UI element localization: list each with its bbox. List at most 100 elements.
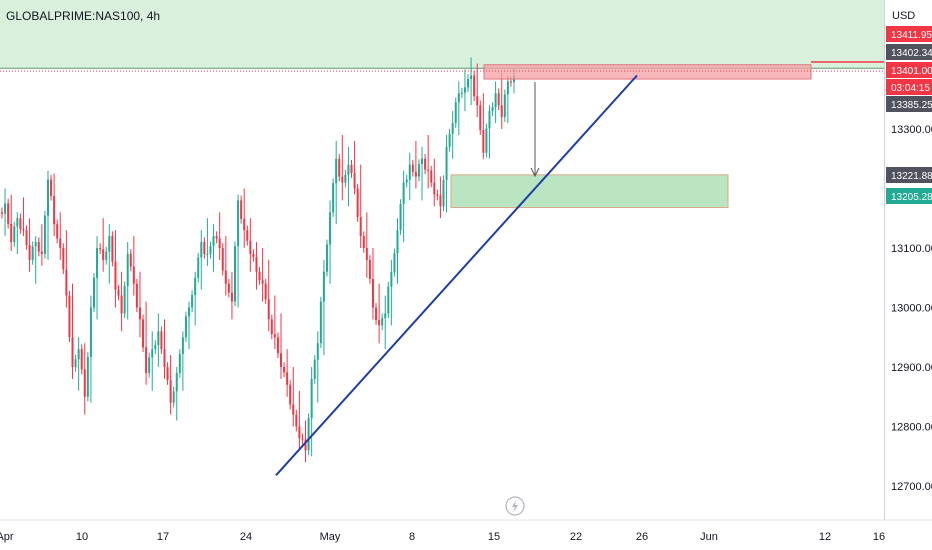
candle-body [240, 200, 243, 219]
candle-body [120, 295, 123, 314]
candle-body [283, 367, 286, 373]
candle-body [163, 349, 166, 367]
candle-body [270, 319, 273, 335]
price-tag: 03:04:15 [886, 79, 932, 95]
candle-body [77, 349, 80, 360]
candle-body [335, 158, 338, 184]
time-axis[interactable]: Apr 10 17 24 May 8 15 22 26 Jun 12 16 [0, 519, 932, 543]
price-tag-bg [886, 96, 932, 112]
price-tick-label: 13100.00 [891, 243, 932, 255]
candle-body [273, 334, 276, 338]
price-tag-bg [886, 44, 932, 60]
candle-body [59, 238, 62, 248]
candle-body [221, 248, 224, 271]
candle-body [332, 183, 335, 213]
candle-body [102, 249, 105, 260]
candle-body [71, 337, 74, 367]
candle-body [148, 357, 151, 373]
price-tag-bg [886, 26, 932, 42]
candle-body [96, 248, 99, 278]
price-tick-label: 12700.00 [891, 481, 932, 493]
candle-body [338, 158, 341, 177]
candle-body [258, 271, 261, 281]
candle-body [132, 266, 135, 284]
price-tag-bg [886, 188, 932, 204]
candle-body [411, 164, 414, 172]
supply-zone[interactable] [483, 64, 812, 80]
candle-body [427, 169, 430, 171]
currency-label: USD [892, 10, 916, 22]
candle-body [365, 248, 368, 260]
candle-body [298, 426, 301, 439]
symbol-title: GLOBALPRIME:NAS100, 4h [6, 9, 161, 23]
candle-body [175, 372, 178, 392]
price-tag-label: 13411.95 [891, 30, 932, 41]
candle-body [463, 87, 466, 93]
candle-body [74, 359, 77, 367]
candle-body [396, 230, 399, 254]
candle-body [7, 203, 10, 224]
candle-body [227, 283, 230, 293]
candle-body [145, 347, 148, 373]
trendline[interactable] [275, 74, 638, 476]
candle-body [151, 349, 154, 358]
price-tag: 13205.28 [886, 188, 932, 204]
candle-body [37, 242, 40, 252]
candle-body [417, 164, 420, 177]
candle-body [329, 212, 332, 245]
candle-body [123, 286, 126, 314]
candle-body [470, 75, 473, 80]
candle-body [414, 171, 417, 177]
candle-body [322, 271, 325, 302]
time-tick-label: 24 [240, 531, 252, 543]
candle-body [509, 81, 512, 83]
candle-body [301, 438, 304, 440]
lightning-icon[interactable] [505, 496, 525, 516]
candle-body [135, 283, 138, 308]
candle-body [31, 246, 34, 260]
candle-body [117, 289, 120, 296]
candle-body [408, 164, 411, 180]
candle-body [80, 349, 83, 370]
candle-body [138, 307, 141, 320]
demand-zone[interactable] [450, 174, 729, 209]
candle-body [500, 105, 503, 118]
candle-body [40, 251, 43, 254]
candle-body [430, 170, 433, 183]
candle-body [359, 217, 362, 237]
price-axis[interactable]: 13300.00 13100.00 13000.00 12900.00 12800.00… [891, 124, 932, 493]
candle-body [445, 146, 448, 181]
candle-body [393, 253, 396, 272]
annotations-layer [0, 61, 884, 476]
time-tick-label: 10 [76, 531, 88, 543]
candle-body [310, 378, 313, 419]
candle-body [50, 179, 53, 196]
candle-body [261, 280, 264, 284]
candle-body [68, 295, 71, 338]
candle-body [92, 277, 95, 308]
candle-body [488, 111, 491, 129]
price-tag-label: 13401.00 [891, 66, 932, 77]
candle-body [457, 93, 460, 103]
candle-body [28, 245, 31, 260]
candle-body [442, 180, 445, 207]
zones-layer [0, 0, 884, 69]
candle-body [313, 359, 316, 379]
candle-body [252, 253, 255, 257]
candle-body [197, 257, 200, 278]
price-tag-label: 03:04:15 [891, 83, 930, 94]
candles-layer [1, 57, 515, 463]
candle-body [234, 246, 237, 302]
candle-body [436, 194, 439, 196]
candle-body [206, 253, 209, 255]
candle-body [387, 286, 390, 314]
candle-body [19, 218, 22, 229]
candle-body [160, 331, 163, 350]
candle-body [53, 195, 56, 225]
candle-body [194, 277, 197, 296]
time-tick-label: May [320, 531, 341, 543]
candle-body [191, 295, 194, 308]
price-tag-bg [886, 167, 932, 183]
time-tick-label: 8 [409, 531, 415, 543]
